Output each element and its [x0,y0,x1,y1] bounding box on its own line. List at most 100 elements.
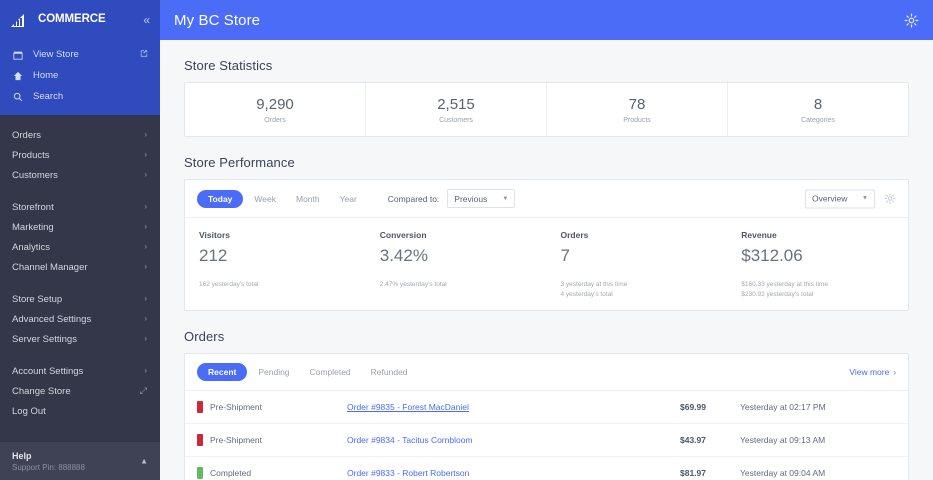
sidebar-brand[interactable]: COMMERCE « [0,0,160,40]
view-more-link[interactable]: View more › [849,367,896,377]
status-indicator-icon [197,401,203,413]
metric-sub-1: 162 yesterday's total [199,281,259,288]
metric-value: $312.06 [741,246,803,265]
order-link[interactable]: Order #9835 - Forest MacDaniel [347,402,469,412]
stat-value: 2,515 [437,96,475,113]
brand-name: COMMERCE [38,13,106,26]
sidebar-item-advanced-settings[interactable]: Advanced Settings › [0,309,160,329]
stat-label: Customers [439,117,473,124]
metric-value: 7 [560,246,570,265]
metric-revenue: Revenue $312.06 $160.33 yesterday at thi… [727,230,908,300]
store-statistics-cards: 9,290 Orders 2,515 Customers 78 Products… [184,82,909,137]
sidebar-label-storefront: Storefront [12,201,54,213]
table-row[interactable]: Pre-Shipment Order #9834 - Tacitus Cornb… [185,424,908,457]
sidebar-item-change-store[interactable]: Change Store ⤢ [0,381,160,401]
gear-icon[interactable] [904,13,919,28]
metric-sub-2: $230.92 yesterday's total [741,291,814,298]
sidebar-label-products: Products [12,149,50,161]
sidebar-item-customers[interactable]: Customers › [0,165,160,185]
gear-icon[interactable] [884,193,896,205]
sidebar-item-marketing[interactable]: Marketing › [0,217,160,237]
sidebar-item-search[interactable]: Search [0,86,160,107]
metric-orders: Orders 7 3 yesterday at this time 4 yest… [547,230,728,300]
tab-year[interactable]: Year [339,193,357,204]
sidebar-help-panel[interactable]: Help Support Pin: 888888 ▲ [0,442,160,480]
stat-card-categories[interactable]: 8 Categories [728,83,908,136]
sidebar-item-log-out[interactable]: Log Out [0,401,160,421]
chevron-right-icon: › [144,170,147,179]
collapse-sidebar-icon[interactable]: « [143,13,150,27]
chevron-right-icon: › [144,334,147,343]
chevron-right-icon: › [893,368,896,377]
compared-to-select[interactable]: Previous ▼ [447,189,516,208]
sidebar-item-channel-manager[interactable]: Channel Manager › [0,257,160,277]
stat-card-orders[interactable]: 9,290 Orders [185,83,366,136]
order-amount: $43.97 [680,435,706,445]
sidebar-top-links: View Store Home Search [0,40,160,115]
metric-sub-1: 3 yesterday at this time [560,281,628,288]
chevron-up-icon[interactable]: ▲ [140,456,148,466]
metric-value: 212 [199,246,228,265]
status-label: Completed [210,468,252,478]
order-link[interactable]: Order #9834 - Tacitus Cornbloom [347,435,473,445]
sidebar-item-store-setup[interactable]: Store Setup › [0,289,160,309]
stat-value: 8 [813,96,823,113]
table-row[interactable]: Pre-Shipment Order #9835 - Forest MacDan… [185,391,908,424]
sidebar-label-customers: Customers [12,169,58,181]
chevron-right-icon: › [144,262,147,271]
tab-recent[interactable]: Recent [197,363,248,381]
tab-pending[interactable]: Pending [258,367,290,377]
order-link[interactable]: Order #9833 - Robert Robertson [347,468,470,478]
tab-refunded[interactable]: Refunded [370,367,408,377]
stat-value: 9,290 [256,96,294,113]
sidebar-item-view-store[interactable]: View Store [0,44,160,65]
bigcommerce-logo-icon [11,13,24,27]
chevron-right-icon: › [144,294,147,303]
sidebar-item-home[interactable]: Home [0,65,160,86]
chevron-down-icon: ▼ [862,195,868,202]
sidebar-group-channels: Storefront › Marketing › Analytics › Cha… [0,197,160,289]
metric-label: Revenue [741,230,777,240]
sidebar-navigation: Orders › Products › Customers › Storefro… [0,115,160,442]
metric-value: 3.42% [379,246,428,265]
sidebar-item-products[interactable]: Products › [0,145,160,165]
store-performance-card: Today Week Month Year Compared to: Previ… [184,179,909,311]
view-select[interactable]: Overview ▼ [805,189,875,208]
stat-card-products[interactable]: 78 Products [547,83,728,136]
orders-section-title: Orders [184,329,225,344]
sidebar: COMMERCE « View Store Home [0,0,160,480]
tab-week[interactable]: Week [254,193,276,204]
tab-today[interactable]: Today [197,189,244,208]
sidebar-item-storefront[interactable]: Storefront › [0,197,160,217]
performance-section-title: Store Performance [184,155,295,170]
status-badge: Pre-Shipment [197,401,347,413]
sidebar-item-orders[interactable]: Orders › [0,125,160,145]
tab-completed[interactable]: Completed [309,367,351,377]
support-pin: Support Pin: 888888 [12,462,85,472]
search-icon [12,92,24,102]
performance-metrics: Visitors 212 162 yesterday's total Conve… [185,218,908,310]
stat-label: Orders [264,117,286,124]
page-title: My BC Store [174,11,261,29]
sidebar-label-channel-manager: Channel Manager [12,261,88,273]
sidebar-item-account-settings[interactable]: Account Settings › [0,361,160,381]
order-amount: $69.99 [680,402,706,412]
chevron-right-icon: › [144,242,147,251]
status-label: Pre-Shipment [210,435,262,445]
tab-month[interactable]: Month [295,193,320,204]
stat-value: 78 [628,96,646,113]
metric-visitors: Visitors 212 162 yesterday's total [185,230,366,300]
metric-sub-1: $160.33 yesterday at this time [741,281,828,288]
metric-label: Orders [560,230,589,240]
main-area: My BC Store Store Statistics 9,290 Order… [160,0,933,480]
store-icon [12,50,24,60]
table-row[interactable]: Completed Order #9833 - Robert Robertson… [185,457,908,480]
orders-tabs: Recent Pending Completed Refunded [197,363,417,381]
stat-card-customers[interactable]: 2,515 Customers [366,83,547,136]
sidebar-label-search: Search [33,91,64,102]
sidebar-label-log-out: Log Out [12,405,46,417]
sidebar-item-server-settings[interactable]: Server Settings › [0,329,160,349]
chevron-down-icon: ▼ [502,195,509,202]
sidebar-item-analytics[interactable]: Analytics › [0,237,160,257]
